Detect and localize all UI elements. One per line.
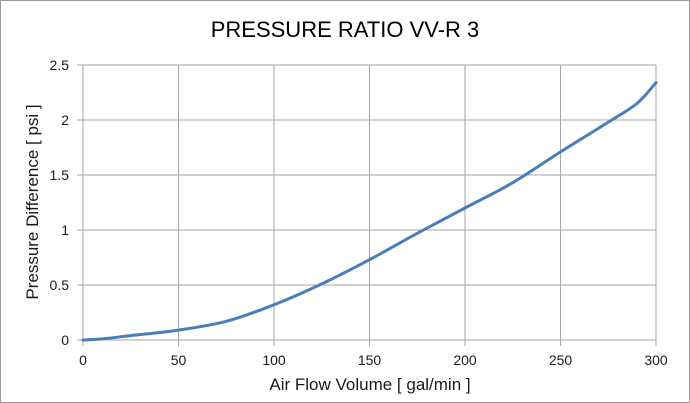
x-tick-label: 100 (262, 352, 286, 368)
grid (77, 64, 657, 346)
x-tick-label: 150 (358, 352, 382, 368)
y-axis-label: Pressure Difference [ psi ] (23, 104, 42, 299)
y-tick-label: 0 (61, 332, 69, 348)
x-axis-ticks: 0 50 100 150 200 250 300 (79, 352, 668, 368)
x-axis-label: Air Flow Volume [ gal/min ] (269, 375, 470, 394)
x-tick-label: 300 (644, 352, 668, 368)
x-tick-label: 0 (79, 352, 87, 368)
y-axis-ticks: 0 0.5 1 1.5 2 2.5 (50, 57, 70, 348)
y-tick-label: 1 (61, 222, 69, 238)
series-line (81, 81, 658, 342)
chart-title: PRESSURE RATIO VV-R 3 (211, 17, 480, 42)
y-tick-label: 2.5 (50, 57, 70, 73)
x-tick-label: 200 (453, 352, 477, 368)
x-tick-label: 50 (171, 352, 187, 368)
y-tick-label: 1.5 (50, 167, 70, 183)
x-tick-label: 250 (549, 352, 573, 368)
y-tick-label: 2 (61, 112, 69, 128)
series-lines (81, 81, 658, 342)
y-tick-label: 0.5 (50, 277, 70, 293)
